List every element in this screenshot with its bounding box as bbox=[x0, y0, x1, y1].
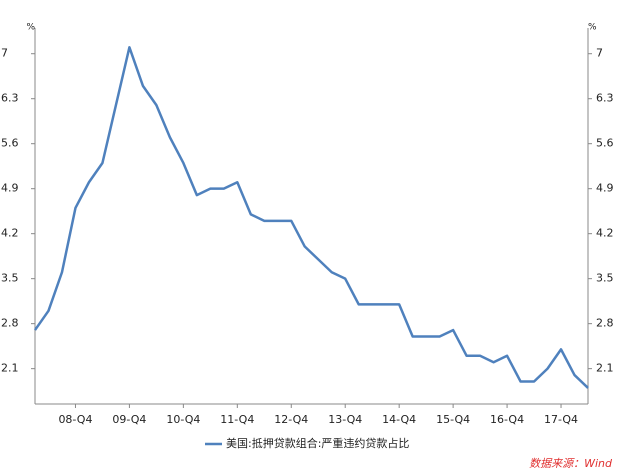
y-tick-label: 3.5 bbox=[1, 272, 19, 285]
y-tick-label: 2.8 bbox=[1, 317, 19, 330]
x-tick-label: 12-Q4 bbox=[274, 413, 308, 426]
y2-tick-label: 3.5 bbox=[596, 272, 614, 285]
y2-tick-label: 6.3 bbox=[596, 92, 614, 105]
source: 数据来源：Wind bbox=[529, 457, 613, 470]
y-tick-label: 5.6 bbox=[1, 137, 19, 150]
x-tick-label: 13-Q4 bbox=[328, 413, 362, 426]
y-tick-label: 4.9 bbox=[1, 182, 19, 195]
x-tick-label: 08-Q4 bbox=[58, 413, 92, 426]
x-tick-label: 09-Q4 bbox=[112, 413, 146, 426]
x-tick-label: 16-Q4 bbox=[490, 413, 524, 426]
data-line bbox=[33, 46, 589, 389]
y-tick-label: 2.1 bbox=[1, 362, 19, 375]
y-tick-label: 7 bbox=[1, 47, 8, 60]
y2-tick-label: 7 bbox=[596, 47, 603, 60]
y2-tick-label: 4.9 bbox=[596, 182, 614, 195]
x-tick-label: 11-Q4 bbox=[220, 413, 254, 426]
y2-tick-label: 4.2 bbox=[596, 227, 614, 240]
y-tick-label: 4.2 bbox=[1, 227, 19, 240]
x-tick-label: 17-Q4 bbox=[544, 413, 578, 426]
x-tick-label: 15-Q4 bbox=[436, 413, 470, 426]
legend-label: 美国:抵押贷款组合:严重违约贷款占比 bbox=[226, 436, 409, 450]
y2-tick-label: 5.6 bbox=[596, 137, 614, 150]
y2-tick-label: 2.1 bbox=[596, 362, 614, 375]
y2-unit: % bbox=[588, 23, 597, 33]
y2-tick-label: 2.8 bbox=[596, 317, 614, 330]
y-tick-label: 6.3 bbox=[1, 92, 19, 105]
x-tick-label: 14-Q4 bbox=[382, 413, 416, 426]
x-tick-label: 10-Q4 bbox=[166, 413, 200, 426]
y-unit: % bbox=[26, 23, 35, 33]
